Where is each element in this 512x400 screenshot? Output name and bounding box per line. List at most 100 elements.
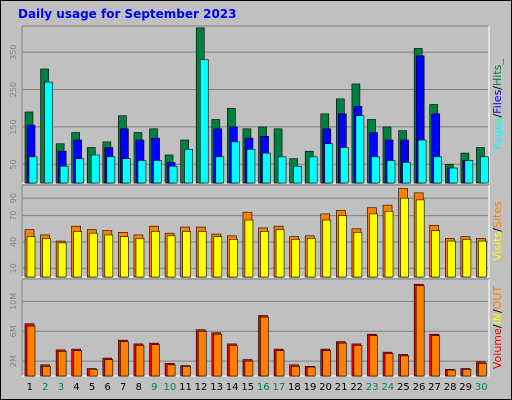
x-tick-label: 8 bbox=[136, 382, 142, 393]
bar-pages-day-30 bbox=[480, 156, 489, 184]
bar-pages-day-29 bbox=[464, 160, 474, 184]
legend-separator: / bbox=[491, 114, 504, 118]
bar-out-day-7 bbox=[120, 341, 129, 377]
x-tick-label: 13 bbox=[210, 382, 223, 393]
legend-entry-sites: Sites bbox=[491, 201, 504, 228]
bar-out-day-4 bbox=[73, 350, 82, 377]
bar-out-day-17 bbox=[275, 350, 285, 377]
bar-out-day-25 bbox=[400, 355, 409, 377]
x-tick-label: 18 bbox=[288, 382, 301, 393]
bar-out-day-23 bbox=[369, 335, 378, 377]
bar-out-day-9 bbox=[151, 344, 160, 377]
panel-legend: Visits/Sites bbox=[491, 201, 504, 261]
bar-pages-day-25 bbox=[402, 162, 411, 184]
y-tick-label: 90 bbox=[9, 193, 18, 203]
bar-visits-day-19 bbox=[306, 238, 316, 278]
bar-pages-day-7 bbox=[122, 158, 131, 184]
bar-visits-day-14 bbox=[229, 239, 238, 278]
bar-out-day-15 bbox=[244, 360, 254, 377]
bar-visits-day-24 bbox=[384, 210, 394, 278]
x-tick-label: 26 bbox=[413, 382, 426, 393]
bar-out-day-3 bbox=[57, 351, 67, 377]
bar-pages-day-5 bbox=[90, 154, 100, 184]
bar-out-day-5 bbox=[88, 368, 98, 377]
bar-visits-day-10 bbox=[166, 235, 176, 278]
bar-out-day-20 bbox=[322, 350, 332, 377]
bar-pages-day-21 bbox=[340, 147, 349, 184]
x-tick-label: 23 bbox=[366, 382, 379, 393]
bar-pages-day-12 bbox=[199, 59, 209, 184]
bar-pages-day-10 bbox=[168, 165, 178, 184]
bar-visits-day-6 bbox=[104, 234, 114, 278]
bar-pages-day-17 bbox=[277, 156, 287, 184]
bar-pages-day-4 bbox=[75, 158, 84, 184]
bar-pages-day-20 bbox=[324, 143, 334, 184]
bar-out-day-6 bbox=[104, 359, 114, 377]
bar-pages-day-9 bbox=[153, 160, 162, 184]
panel-background bbox=[22, 279, 489, 376]
bar-pages-day-1 bbox=[28, 156, 38, 184]
x-tick-label: 28 bbox=[444, 382, 457, 393]
bar-visits-day-8 bbox=[135, 238, 145, 278]
bar-pages-day-24 bbox=[386, 160, 396, 184]
x-tick-label: 1 bbox=[27, 382, 33, 393]
legend-separator: / bbox=[491, 324, 504, 328]
y-tick-label: 2M bbox=[9, 355, 18, 367]
bar-visits-day-27 bbox=[431, 230, 441, 278]
bar-visits-day-1 bbox=[26, 236, 36, 278]
x-tick-label: 16 bbox=[257, 382, 270, 393]
bar-visits-day-12 bbox=[197, 231, 207, 278]
y-tick-label: 150 bbox=[9, 119, 18, 134]
bar-visits-day-15 bbox=[244, 219, 254, 278]
bar-visits-day-23 bbox=[369, 213, 378, 278]
bar-visits-day-21 bbox=[338, 215, 347, 278]
bar-visits-day-22 bbox=[353, 232, 363, 278]
bar-out-day-11 bbox=[182, 365, 191, 377]
bar-visits-day-20 bbox=[322, 219, 332, 278]
bar-pages-day-23 bbox=[371, 156, 380, 184]
legend-entry-out: OUT bbox=[491, 286, 504, 310]
bar-out-day-21 bbox=[338, 342, 347, 377]
bar-visits-day-25 bbox=[400, 197, 409, 278]
bar-out-day-22 bbox=[353, 345, 363, 377]
bar-visits-day-28 bbox=[446, 240, 456, 278]
bar-pages-day-19 bbox=[308, 156, 318, 184]
x-tick-label: 7 bbox=[120, 382, 126, 393]
x-tick-label: 5 bbox=[89, 382, 95, 393]
x-tick-label: 20 bbox=[319, 382, 332, 393]
x-tick-label: 22 bbox=[350, 382, 363, 393]
bar-visits-day-17 bbox=[275, 229, 285, 278]
x-tick-label: 11 bbox=[179, 382, 192, 393]
bar-out-day-12 bbox=[197, 330, 207, 377]
x-tick-label: 19 bbox=[304, 382, 317, 393]
bar-out-day-16 bbox=[260, 316, 269, 377]
legend-entry-files: Files bbox=[491, 89, 504, 113]
bar-out-day-18 bbox=[291, 365, 300, 377]
y-tick-label: 10M bbox=[9, 293, 18, 310]
legend-entry-visits: Visits bbox=[491, 231, 504, 260]
bar-visits-day-29 bbox=[462, 239, 472, 278]
x-tick-label: 24 bbox=[381, 382, 394, 393]
bar-pages-day-6 bbox=[106, 156, 116, 184]
bar-visits-day-5 bbox=[88, 232, 98, 278]
x-tick-label: 2 bbox=[42, 382, 48, 393]
bar-visits-day-11 bbox=[182, 231, 191, 278]
bar-visits-day-2 bbox=[42, 238, 51, 278]
bar-pages-day-13 bbox=[215, 156, 225, 184]
bar-out-day-28 bbox=[446, 369, 456, 377]
bar-visits-day-18 bbox=[291, 239, 300, 278]
x-tick-label: 17 bbox=[272, 382, 285, 393]
bar-visits-day-3 bbox=[57, 242, 67, 278]
x-tick-label: 27 bbox=[428, 382, 441, 393]
legend-entry-pages: Pages bbox=[491, 117, 504, 150]
x-tick-label: 10 bbox=[164, 382, 177, 393]
chart-title: Daily usage for September 2023 bbox=[18, 7, 237, 21]
bar-out-day-30 bbox=[478, 363, 487, 377]
y-tick-label: 50 bbox=[9, 159, 18, 169]
x-tick-label: 25 bbox=[397, 382, 410, 393]
bar-pages-day-2 bbox=[44, 81, 53, 184]
bar-pages-day-18 bbox=[293, 165, 302, 184]
bar-pages-day-22 bbox=[355, 115, 365, 184]
x-tick-label: 29 bbox=[459, 382, 472, 393]
